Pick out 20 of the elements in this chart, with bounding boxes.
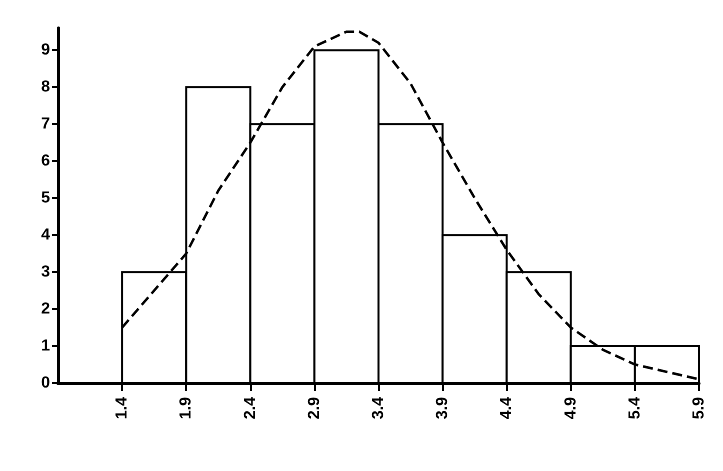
x-tick-label: 2.9: [306, 396, 323, 420]
y-tick-label: 5: [41, 190, 50, 207]
x-tick-label: 4.4: [498, 396, 516, 420]
y-tick-label: 3: [41, 264, 50, 281]
x-tick-label: 5.4: [626, 396, 644, 420]
y-tick-label: 2: [41, 300, 50, 318]
x-tick-label: 5.9: [690, 396, 708, 420]
y-tick-label: 8: [41, 78, 50, 96]
y-tick-label: 1: [41, 338, 50, 355]
x-tick-label: 1.9: [178, 396, 195, 420]
y-tick-label: 4: [41, 226, 50, 244]
x-tick-label: 1.4: [114, 396, 131, 420]
y-tick-label: 6: [41, 152, 50, 170]
y-tick-label: 7: [41, 116, 50, 133]
y-tick-label: 9: [41, 42, 50, 59]
x-tick-label: 2.4: [242, 396, 259, 420]
y-tick-label: 0: [41, 374, 50, 392]
x-tick-label: 4.9: [562, 396, 580, 420]
x-tick-label: 3.4: [370, 396, 387, 420]
x-tick-label: 3.9: [434, 396, 452, 420]
